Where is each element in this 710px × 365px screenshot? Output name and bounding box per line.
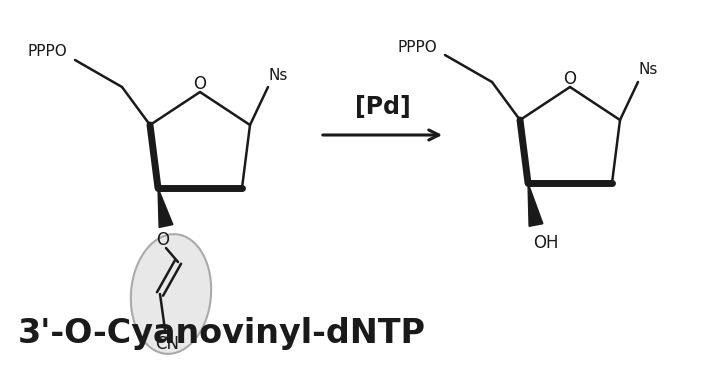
Text: O: O	[156, 231, 170, 249]
Text: CN: CN	[155, 335, 179, 353]
Text: Ns: Ns	[638, 62, 657, 77]
Text: 3'-O-Cyanovinyl-dNTP: 3'-O-Cyanovinyl-dNTP	[18, 316, 426, 350]
Text: O: O	[564, 70, 577, 88]
Ellipse shape	[131, 234, 211, 354]
Polygon shape	[528, 183, 543, 226]
Text: [Pd]: [Pd]	[354, 95, 410, 119]
Polygon shape	[158, 188, 173, 227]
Text: PPPO: PPPO	[397, 39, 437, 54]
Text: Ns: Ns	[268, 68, 288, 82]
Text: OH: OH	[533, 234, 559, 252]
Text: O: O	[194, 75, 207, 93]
Text: PPPO: PPPO	[27, 45, 67, 59]
